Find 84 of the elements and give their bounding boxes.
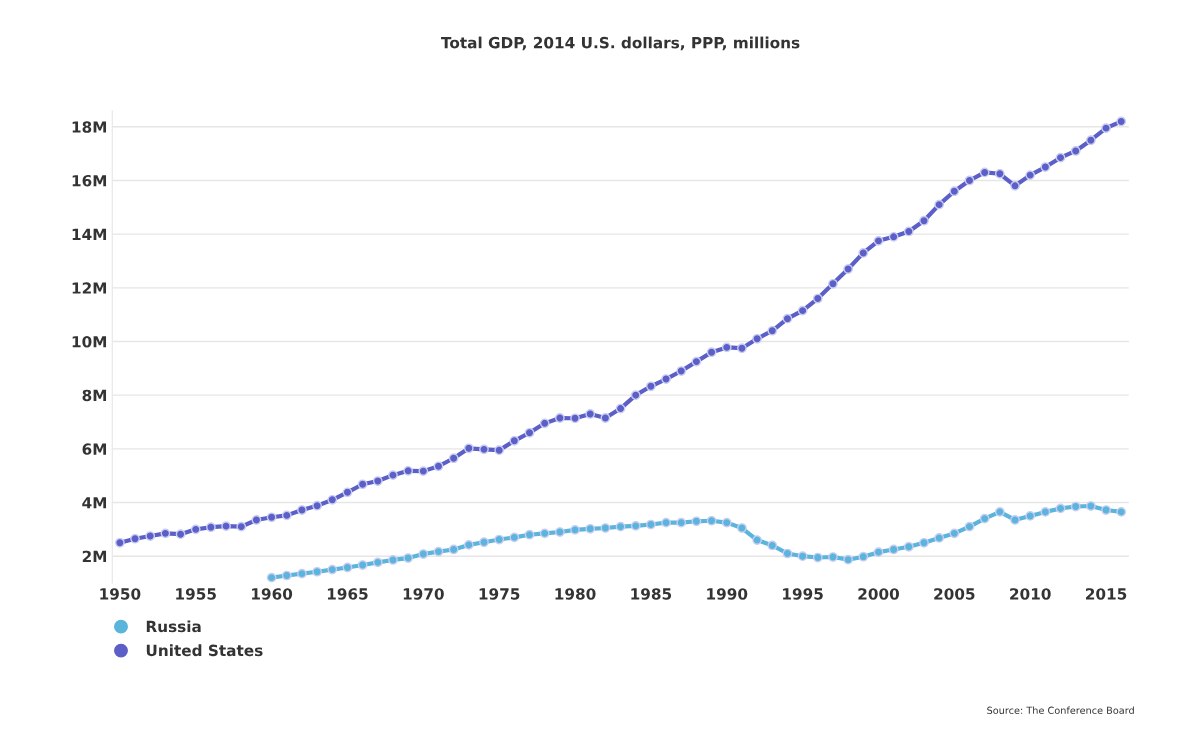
point: [691, 516, 702, 527]
legend-label: United States: [146, 644, 263, 657]
y-tick-label: 16M: [72, 174, 107, 187]
point: [403, 553, 414, 563]
legend-label: Russia: [146, 620, 201, 633]
point: [297, 568, 307, 579]
x-tick-label: 1960: [252, 588, 293, 600]
point: [327, 564, 338, 575]
x-tick-label: 1955: [176, 588, 216, 600]
point: [782, 548, 793, 559]
point: [903, 541, 914, 552]
point: [312, 566, 322, 577]
x-tick-label: 1990: [707, 588, 748, 600]
point: [1025, 511, 1036, 521]
y-tick-label: 8M: [82, 389, 107, 402]
y-tick-label: 14M: [72, 228, 107, 240]
x-tick-label: 2000: [858, 588, 899, 600]
point: [812, 552, 823, 563]
x-tick-label: 1985: [631, 588, 672, 600]
source-note: Source: The Conference Board: [987, 706, 1134, 714]
point: [357, 560, 368, 570]
point: [661, 517, 671, 528]
point: [1101, 505, 1111, 515]
point: [721, 517, 732, 528]
point: [1070, 501, 1081, 512]
point: [615, 521, 626, 532]
point: [797, 551, 808, 562]
point: [388, 555, 398, 565]
point: [919, 537, 929, 548]
point: [1010, 515, 1020, 525]
point: [737, 523, 747, 533]
point: [630, 520, 641, 531]
x-tick-label: 1995: [783, 588, 823, 600]
point: [539, 528, 550, 539]
point: [433, 546, 444, 557]
point: [888, 544, 899, 555]
point: [873, 547, 884, 558]
y-tick-label: 12M: [72, 282, 107, 294]
point: [1055, 503, 1066, 514]
point: [509, 532, 520, 543]
x-tick-label: 2005: [934, 588, 975, 600]
x-tick-label: 1950: [100, 588, 141, 600]
point: [934, 533, 945, 543]
x-tick-label: 1975: [479, 588, 520, 600]
y-tick-label: 10M: [72, 335, 107, 348]
point: [600, 523, 611, 533]
point: [676, 517, 687, 528]
point: [494, 534, 505, 545]
point: [570, 525, 580, 535]
x-tick-label: 1980: [555, 588, 596, 600]
point: [767, 540, 778, 551]
point: [1116, 507, 1127, 517]
point: [372, 557, 383, 568]
x-tick-label: 1965: [327, 588, 368, 600]
point: [463, 540, 474, 550]
point: [646, 519, 656, 530]
point: [342, 562, 353, 573]
point: [585, 523, 596, 534]
point: [752, 535, 762, 545]
point: [1086, 501, 1096, 511]
point: [979, 513, 990, 524]
point: [964, 521, 975, 532]
y-tick-label: 18M: [72, 121, 107, 133]
point: [706, 515, 717, 526]
point: [828, 552, 838, 562]
x-tick-label: 2010: [1010, 588, 1051, 600]
point: [1040, 507, 1051, 517]
point: [448, 544, 459, 555]
point: [555, 527, 565, 537]
chart-title: Total GDP, 2014 U.S. dollars, PPP, millions: [441, 36, 800, 51]
y-tick-label: 2M: [82, 550, 107, 562]
point: [949, 528, 960, 539]
point: [843, 554, 853, 565]
point: [281, 570, 292, 581]
point: [524, 529, 535, 540]
x-tick-label: 2015: [1086, 588, 1127, 600]
point: [418, 549, 429, 559]
x-tick-label: 1970: [403, 588, 444, 600]
point: [858, 551, 869, 562]
point: [479, 537, 489, 548]
point: [994, 507, 1005, 517]
y-tick-label: 6M: [82, 443, 107, 455]
point: [266, 572, 277, 583]
y-tick-label: 4M: [82, 497, 107, 509]
